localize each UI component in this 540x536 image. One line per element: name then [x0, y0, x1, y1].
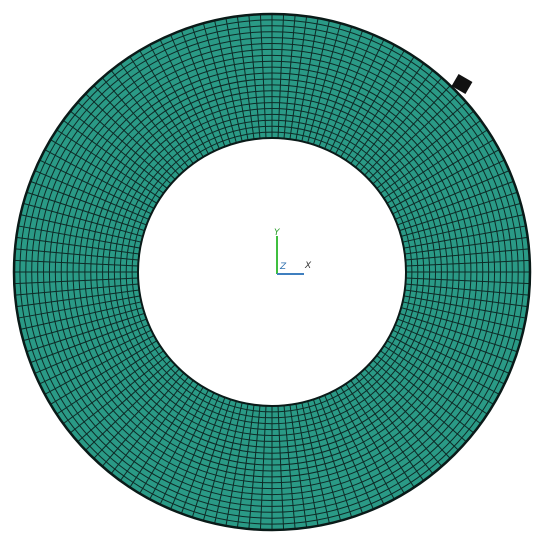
z-axis-label: Z	[279, 262, 287, 272]
mesh-viewport: Y Z X	[0, 0, 540, 536]
page: {"axis_triad": {"y_label": "Y", "z_label…	[0, 0, 540, 536]
x-axis-label: X	[304, 261, 312, 271]
